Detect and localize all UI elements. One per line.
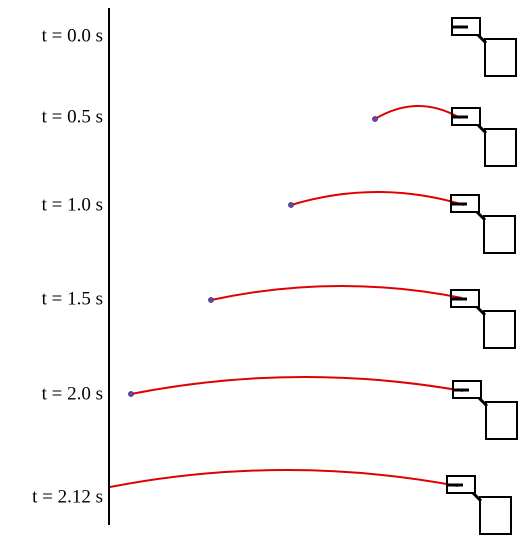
time-label: t = 0.5 s bbox=[42, 106, 103, 127]
trajectory bbox=[109, 469, 459, 488]
projectile bbox=[288, 202, 294, 208]
projectile bbox=[128, 391, 134, 397]
trajectory bbox=[210, 285, 463, 301]
large-box bbox=[483, 310, 516, 349]
large-box bbox=[483, 215, 516, 254]
trajectory bbox=[130, 375, 464, 395]
time-label: t = 0.0 s bbox=[42, 25, 103, 46]
time-label: t = 1.0 s bbox=[42, 194, 103, 215]
trajectory bbox=[374, 105, 461, 120]
time-label: t = 1.5 s bbox=[42, 288, 103, 309]
projectile bbox=[208, 297, 214, 303]
trajectory bbox=[290, 191, 465, 206]
large-box bbox=[485, 401, 518, 440]
large-box bbox=[484, 38, 517, 77]
projectile bbox=[372, 116, 378, 122]
time-label: t = 2.12 s bbox=[32, 486, 103, 507]
large-box bbox=[484, 128, 517, 167]
large-box bbox=[479, 496, 512, 535]
time-label: t = 2.0 s bbox=[42, 383, 103, 404]
